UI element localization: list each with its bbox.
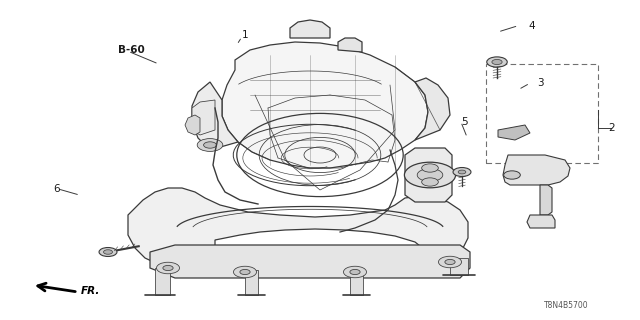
Bar <box>486 64 598 163</box>
Polygon shape <box>503 155 570 185</box>
Circle shape <box>422 164 438 172</box>
Polygon shape <box>405 148 452 202</box>
Polygon shape <box>185 115 200 135</box>
Polygon shape <box>192 82 238 150</box>
Text: 4: 4 <box>528 20 534 31</box>
Polygon shape <box>150 245 470 278</box>
Text: 1: 1 <box>242 30 248 40</box>
Circle shape <box>422 178 438 186</box>
Circle shape <box>417 169 443 181</box>
Polygon shape <box>415 78 450 140</box>
Circle shape <box>458 170 466 174</box>
Text: FR.: FR. <box>81 286 100 296</box>
Circle shape <box>99 248 117 257</box>
Polygon shape <box>498 125 530 140</box>
Circle shape <box>350 269 360 275</box>
Polygon shape <box>338 38 362 52</box>
Circle shape <box>104 250 113 254</box>
Polygon shape <box>222 42 428 168</box>
Circle shape <box>438 256 461 268</box>
Text: T8N4B5700: T8N4B5700 <box>544 301 589 310</box>
Polygon shape <box>540 185 552 215</box>
Text: 5: 5 <box>461 116 467 127</box>
Circle shape <box>445 260 455 265</box>
Text: 2: 2 <box>608 123 614 133</box>
Polygon shape <box>192 100 215 135</box>
Polygon shape <box>450 258 468 275</box>
Circle shape <box>204 142 216 148</box>
Circle shape <box>240 269 250 275</box>
Polygon shape <box>128 188 468 268</box>
Polygon shape <box>350 270 363 295</box>
Text: 3: 3 <box>538 78 544 88</box>
Polygon shape <box>155 268 170 295</box>
Circle shape <box>197 139 223 151</box>
Polygon shape <box>245 270 258 295</box>
Circle shape <box>453 168 471 177</box>
Circle shape <box>487 57 508 67</box>
Text: B-60: B-60 <box>118 44 145 55</box>
Circle shape <box>344 266 367 278</box>
Circle shape <box>492 60 502 65</box>
Text: 6: 6 <box>53 184 60 194</box>
Circle shape <box>404 162 456 188</box>
Circle shape <box>234 266 257 278</box>
Circle shape <box>156 262 179 274</box>
Polygon shape <box>527 215 555 228</box>
Polygon shape <box>290 20 330 38</box>
Circle shape <box>504 171 520 179</box>
Circle shape <box>163 266 173 271</box>
